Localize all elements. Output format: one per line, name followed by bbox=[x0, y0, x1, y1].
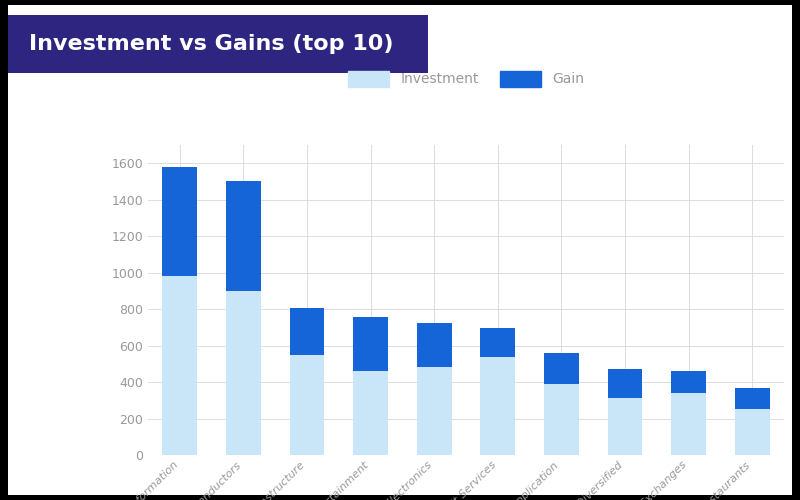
Bar bbox=[607, 370, 642, 398]
Bar bbox=[353, 318, 388, 455]
Bar bbox=[544, 353, 579, 384]
Bar bbox=[480, 328, 515, 455]
Text: Investment vs Gains (top 10): Investment vs Gains (top 10) bbox=[29, 34, 394, 54]
Bar bbox=[417, 323, 452, 368]
Bar bbox=[290, 308, 325, 354]
Bar bbox=[226, 182, 261, 455]
Bar bbox=[671, 371, 706, 393]
Bar bbox=[226, 182, 261, 291]
Bar bbox=[671, 371, 706, 455]
Bar bbox=[162, 167, 198, 455]
Bar bbox=[417, 323, 452, 455]
Bar bbox=[162, 167, 198, 276]
Bar bbox=[544, 353, 579, 455]
Bar bbox=[607, 370, 642, 455]
Bar bbox=[353, 318, 388, 371]
Bar bbox=[734, 388, 770, 408]
Bar bbox=[734, 388, 770, 455]
Bar bbox=[290, 308, 325, 455]
Legend: Investment, Gain: Investment, Gain bbox=[342, 65, 590, 92]
Bar bbox=[480, 328, 515, 356]
